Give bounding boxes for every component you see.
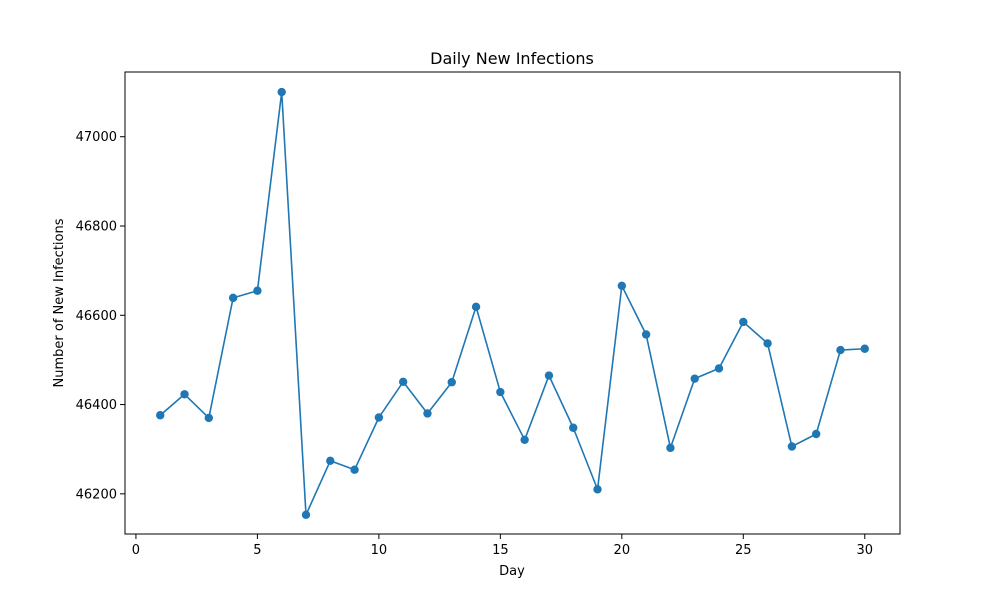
x-tick-label: 20: [614, 543, 631, 558]
data-point: [277, 87, 286, 97]
y-axis: 46200 46400 46600 46800 47000: [76, 130, 125, 502]
y-tick-label: 46800: [76, 220, 117, 235]
x-axis: 0 5 10 15 20 25 30: [132, 534, 873, 558]
data-point: [569, 423, 578, 432]
data-point: [836, 345, 845, 355]
series-line: [159, 91, 865, 516]
y-tick-label: 47000: [76, 130, 117, 145]
data-point: [641, 330, 651, 339]
data-point: [787, 442, 797, 451]
plot-frame: [124, 71, 901, 535]
y-tick-label: 46600: [76, 309, 117, 324]
x-axis-label: Day: [499, 564, 525, 579]
x-tick-label: 25: [735, 543, 752, 558]
data-point: [617, 281, 627, 291]
data-point: [666, 443, 675, 453]
data-point: [471, 302, 481, 311]
data-point: [593, 485, 602, 494]
x-tick-label: 30: [856, 543, 873, 558]
data-point: [763, 339, 772, 348]
data-point: [374, 413, 384, 422]
data-point: [544, 371, 554, 380]
data-point: [228, 293, 238, 303]
data-point: [398, 377, 408, 386]
plot-area: [156, 87, 869, 520]
x-tick-label: 5: [253, 543, 261, 558]
data-point: [350, 465, 359, 474]
data-point: [423, 409, 432, 418]
y-tick-label: 46400: [76, 398, 117, 413]
data-point: [204, 413, 214, 423]
data-point: [447, 378, 456, 387]
x-tick-label: 15: [492, 543, 509, 558]
data-point: [301, 510, 311, 520]
y-axis-label: Number of New Infections: [52, 218, 67, 387]
chart-title: Daily New Infections: [430, 49, 594, 68]
data-point: [860, 344, 869, 353]
data-point: [253, 286, 262, 295]
data-point: [690, 374, 699, 383]
data-point: [156, 411, 165, 420]
data-point: [739, 317, 748, 327]
x-tick-label: 0: [132, 543, 140, 558]
y-tick-label: 46200: [76, 487, 117, 502]
data-point: [180, 390, 189, 399]
data-point: [326, 456, 335, 465]
data-point: [811, 429, 821, 439]
x-tick-label: 10: [371, 543, 388, 558]
data-point: [714, 364, 724, 373]
data-point: [520, 435, 529, 445]
data-point: [496, 387, 505, 397]
